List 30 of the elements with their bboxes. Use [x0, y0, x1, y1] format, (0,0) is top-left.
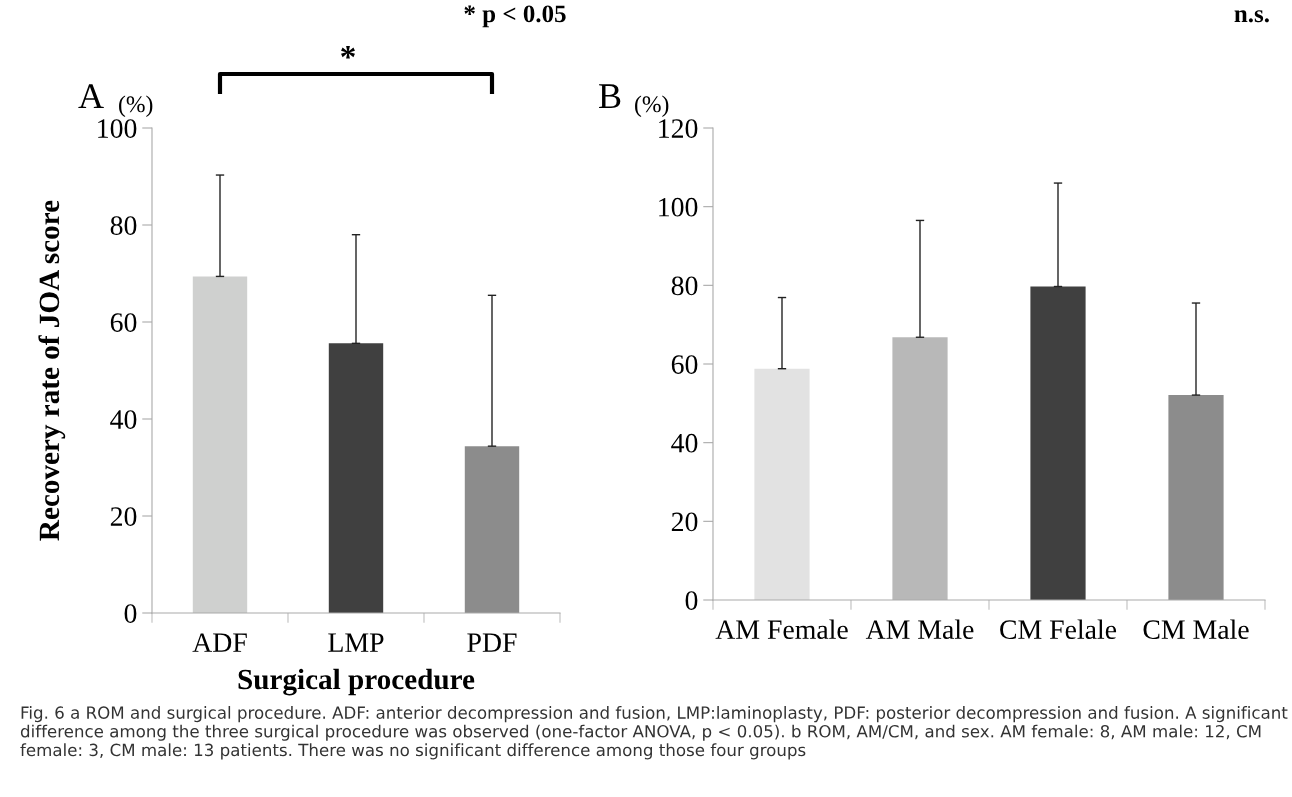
- text: A: [78, 84, 104, 108]
- y-tick-label: 100: [98, 119, 137, 138]
- x-tick-label: CM Male: [1143, 619, 1249, 639]
- text: n.s.: [1234, 10, 1269, 23]
- y-tick-label: 0: [124, 604, 137, 623]
- x-axis-title: Surgical procedure: [238, 668, 475, 696]
- y-tick-label: 20: [110, 507, 137, 526]
- y-tick-label: 40: [671, 433, 698, 453]
- text: (%): [635, 95, 669, 118]
- y-tick-label: 0: [685, 591, 698, 610]
- y-tick-label: 80: [110, 216, 137, 235]
- y-tick-label: 20: [671, 512, 698, 532]
- text: (%): [119, 95, 153, 118]
- y-tick-label: 100: [659, 197, 698, 217]
- x-tick-label: LMP: [328, 633, 384, 652]
- y-tick-label: 60: [671, 355, 698, 374]
- y-tick-label: 60: [110, 313, 137, 332]
- text: *: [341, 46, 355, 59]
- y-tick-label: 40: [110, 410, 137, 429]
- x-tick-label: CM Felale: [1000, 619, 1117, 639]
- text: B: [599, 84, 621, 109]
- x-tick-label: AM Female: [715, 619, 848, 639]
- x-tick-label: PDF: [467, 633, 517, 652]
- caption: Fig. 6 a ROM and surgical procedure. ADF: anterior decompression and fusion, LMP:laminoplasty, PDF: posterior decompression and fusion. A significant difference among the three surgical procedure was observed (one-factor ANOVA, p < 0.05). b ROM, AM/CM, and sex. AM female: 8, AM male: 12, CM female: 3, CM male: 13 patients. There was no significant difference among those four groups: [20, 706, 1288, 760]
- y-tick-label: 80: [671, 276, 698, 296]
- y-tick-label: 120: [659, 119, 698, 138]
- x-tick-label: ADF: [192, 633, 247, 652]
- y-axis-title: Recovery rate of JOA score: [38, 200, 66, 541]
- text: * p < 0.05: [464, 5, 566, 28]
- x-tick-label: AM Male: [865, 619, 974, 639]
